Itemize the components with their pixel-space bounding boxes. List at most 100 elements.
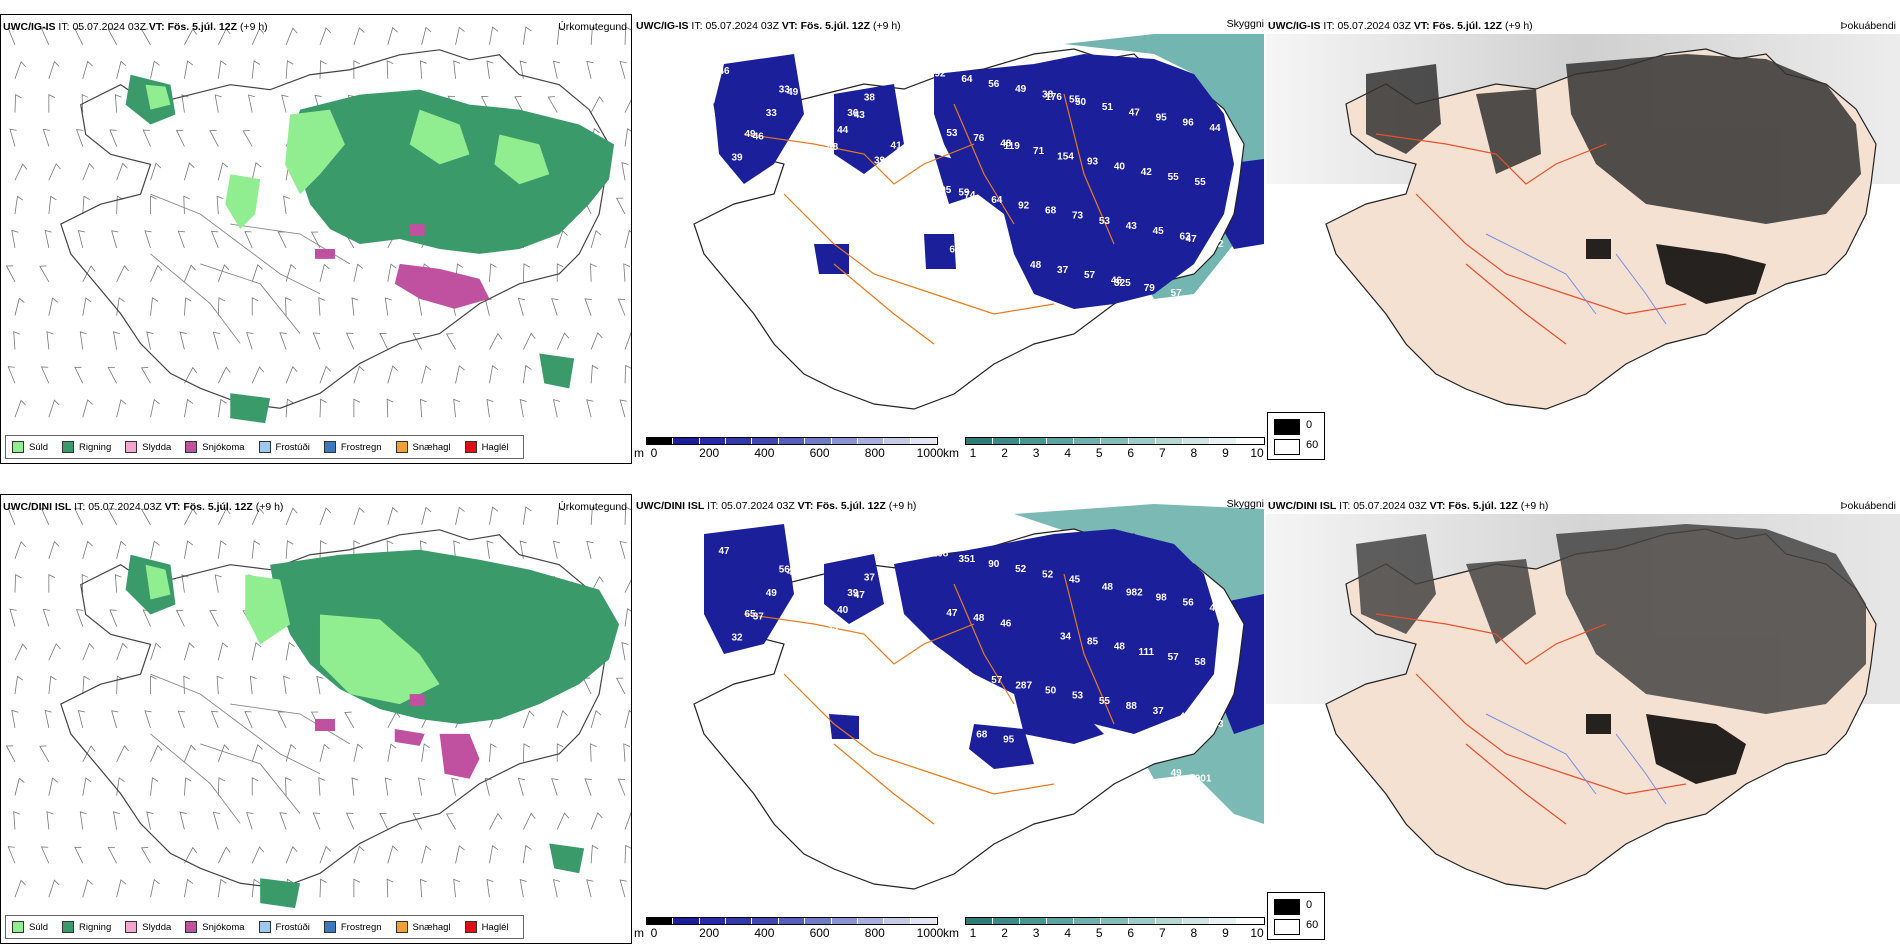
wind-barb <box>82 195 90 215</box>
wind-barb <box>76 609 84 627</box>
wind-barbs <box>5 26 631 418</box>
wind-barb <box>116 195 124 215</box>
precip-title-top: Úrkomutegund <box>558 21 627 33</box>
wind-barb <box>624 811 631 830</box>
height-title-bottom: Skyggni <box>1226 498 1264 510</box>
wind-barb <box>590 364 599 384</box>
wind-barb <box>116 399 127 418</box>
cloud-height-label: 52 <box>1042 569 1054 580</box>
cloud-height-label: 48 <box>1111 755 1123 766</box>
wind-barb <box>319 263 330 282</box>
legend-label: Snæhagl <box>412 921 451 933</box>
cloud-height-label: 154 <box>1057 151 1074 162</box>
vis-colorbar-tick: 6 <box>1127 926 1135 940</box>
fog-swatch-low <box>1274 439 1300 455</box>
wind-barb <box>519 60 527 79</box>
wind-barb <box>14 675 24 695</box>
precip-panel-bottom: UWC/DINI ISL IT: 05.07.2024 03Z VT: Fös.… <box>0 494 632 944</box>
wind-barb <box>514 96 524 113</box>
wind-barb <box>519 398 527 418</box>
wind-barb <box>279 332 287 350</box>
legend-label: Haglél <box>481 441 509 453</box>
legend-swatch <box>323 921 336 933</box>
vis-colorbar-swatch <box>1101 438 1129 444</box>
cloud-height-label: 108 <box>932 549 949 560</box>
legend-item: Frostregn <box>323 441 382 453</box>
wind-barb <box>586 540 594 559</box>
wind-barb <box>419 398 427 418</box>
cloud-height-label: 64 <box>961 74 973 85</box>
wind-barb <box>386 878 394 898</box>
cloud-height-label: 36 <box>847 108 859 119</box>
wind-barb <box>353 27 365 45</box>
wind-barb <box>421 743 430 762</box>
wind-barb <box>184 777 192 796</box>
wind-barb <box>144 230 152 249</box>
wind-barb <box>522 26 532 45</box>
legend-swatch <box>258 441 271 453</box>
cloud-height-label: 93 <box>1087 156 1099 167</box>
wind-barb <box>42 608 50 627</box>
wind-barb <box>351 777 359 796</box>
wind-barb <box>109 129 118 147</box>
legend-swatch <box>125 441 138 453</box>
cloud-height-label: 39 <box>847 588 859 599</box>
vis-colorbar-tick: 8 <box>1190 446 1198 460</box>
wind-barb <box>421 365 432 384</box>
wind-barb <box>150 675 157 695</box>
wind-barb <box>344 711 355 729</box>
cloud-height-label: 35 <box>827 622 839 633</box>
wind-barb <box>209 130 219 147</box>
cloud-height-label: 42 <box>1141 167 1153 178</box>
wind-barb <box>249 675 257 695</box>
wind-barb <box>216 195 224 215</box>
precip-panel-top: UWC/IG-IS IT: 05.07.2024 03Z VT: Fös. 5.… <box>0 14 632 464</box>
cloud-height-label: 69 <box>949 244 961 255</box>
wind-barb <box>150 297 159 316</box>
legend-item: Snjókoma <box>185 921 245 933</box>
cloud-height-label: 901 <box>1195 773 1212 784</box>
wind-barb <box>283 675 291 695</box>
legend-swatch <box>464 441 477 453</box>
cloud-height-label: 39 <box>874 156 886 167</box>
height-colorbar-bar <box>646 917 938 925</box>
wind-barb <box>353 60 361 79</box>
cloud-height-label: 40 <box>1114 162 1126 173</box>
wind-barb <box>82 540 93 559</box>
height-colorbar-tick: 0 <box>650 446 658 460</box>
height-colorbar-swatch <box>778 918 806 924</box>
wind-barb <box>522 332 536 350</box>
legend-item: Haglél <box>464 921 509 933</box>
cloud-height-label: 92 <box>934 69 946 80</box>
wind-barb <box>76 129 84 147</box>
wind-barb <box>40 366 50 384</box>
precip-header-top: UWC/IG-IS IT: 05.07.2024 03Z VT: Fös. 5.… <box>3 21 268 33</box>
cloud-height-label: 44 <box>837 125 849 136</box>
cloud-height-label: 48 <box>1198 293 1210 304</box>
wind-barb <box>312 332 321 350</box>
wind-barb <box>624 607 631 627</box>
wind-barb <box>489 743 497 762</box>
legend-item: Snæhagl <box>395 921 451 933</box>
wind-barb <box>7 846 16 864</box>
wind-barb <box>312 812 321 830</box>
wind-barb <box>522 364 532 384</box>
cloud-height-label: 92 <box>1018 200 1030 211</box>
wind-barb <box>114 574 122 593</box>
wind-barb <box>107 28 117 46</box>
wind-barb <box>150 744 163 762</box>
wind-barb <box>14 879 26 898</box>
cloud-height-labels: 4646493933444933484337443841363959556348… <box>718 66 1224 304</box>
cloud-height-label: 47 <box>1129 107 1141 118</box>
wind-barb <box>79 811 87 830</box>
rain-area <box>125 549 620 909</box>
vis-colorbar-tick: 9 <box>1222 446 1229 460</box>
rain-area <box>125 74 615 424</box>
height-colorbar-swatch <box>831 438 858 444</box>
wind-barb <box>217 398 227 418</box>
cloud-height-label: 41 <box>891 620 903 631</box>
wind-barb <box>14 643 28 661</box>
legend-item: Rigning <box>62 921 111 933</box>
wind-barb <box>82 642 95 661</box>
cloud-height-label: 46 <box>1209 603 1221 614</box>
